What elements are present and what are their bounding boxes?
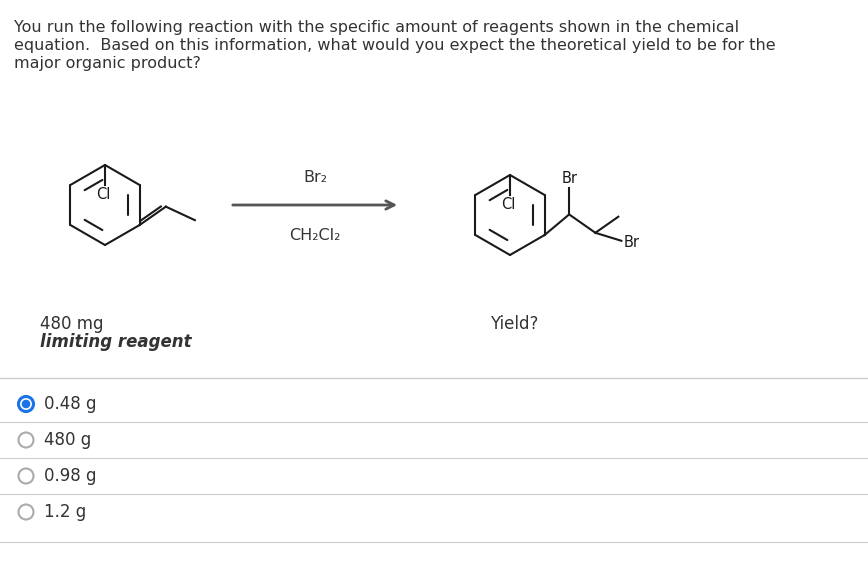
Text: CH₂Cl₂: CH₂Cl₂ [289,227,340,243]
Text: Cl: Cl [95,187,110,202]
Text: Yield?: Yield? [490,315,538,333]
Text: limiting reagent: limiting reagent [40,333,192,351]
Text: Br: Br [623,236,640,250]
Text: major organic product?: major organic product? [14,56,201,71]
Text: Cl: Cl [501,197,516,212]
Text: equation.  Based on this information, what would you expect the theoretical yiel: equation. Based on this information, wha… [14,38,776,53]
Text: 480 g: 480 g [44,431,91,449]
Text: 0.48 g: 0.48 g [44,395,96,413]
Text: Br: Br [561,172,577,186]
Text: You run the following reaction with the specific amount of reagents shown in the: You run the following reaction with the … [14,20,740,35]
Text: 480 mg: 480 mg [40,315,103,333]
Text: 0.98 g: 0.98 g [44,467,96,485]
Text: 1.2 g: 1.2 g [44,503,86,521]
Circle shape [23,400,30,408]
Text: Br₂: Br₂ [303,171,327,186]
